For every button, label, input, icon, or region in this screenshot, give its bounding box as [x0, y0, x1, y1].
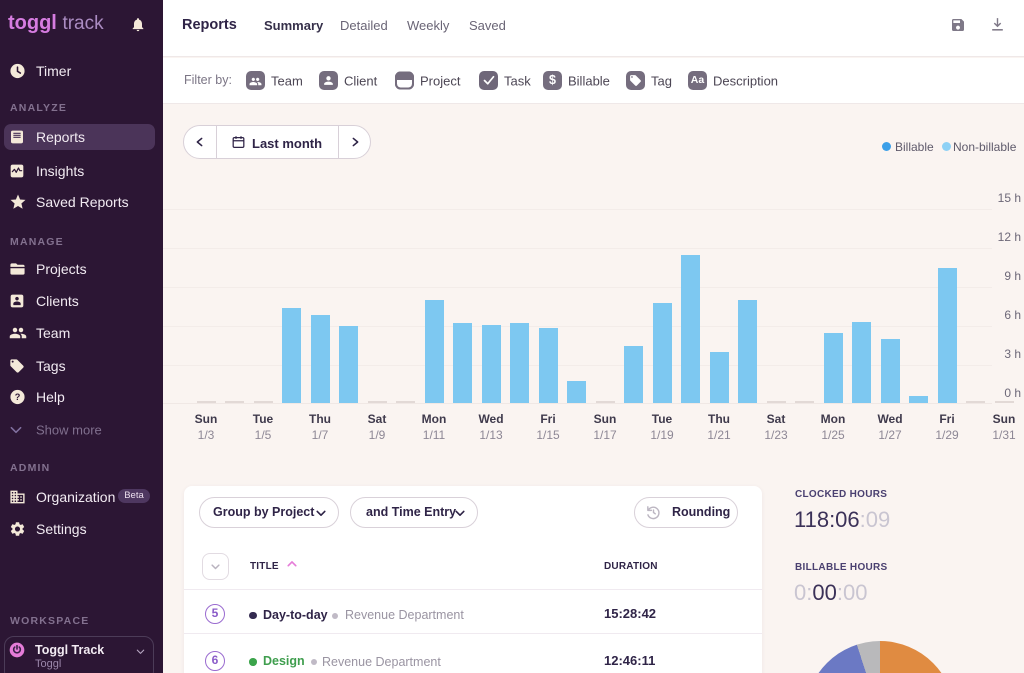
svg-text:?: ? — [15, 392, 21, 402]
